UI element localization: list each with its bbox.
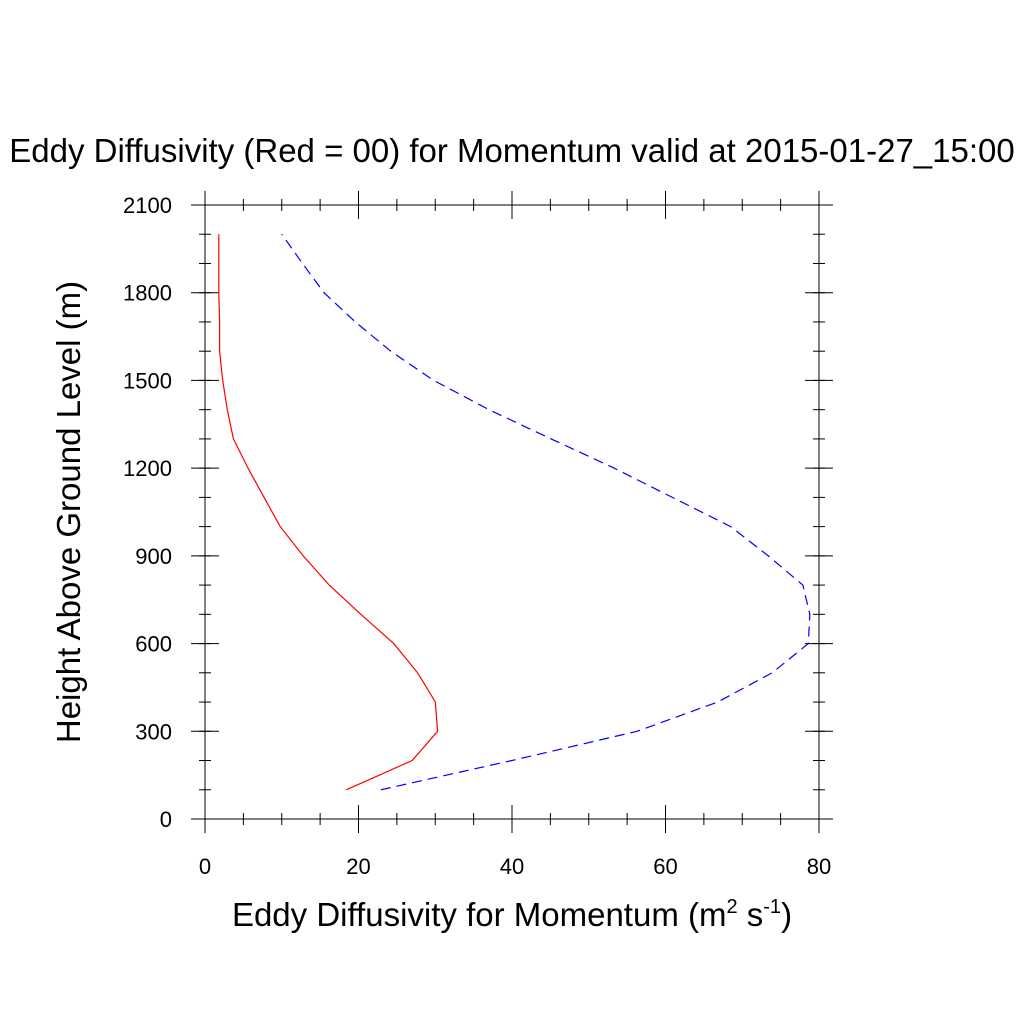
y-tick-label: 1200 [123, 456, 172, 481]
x-tick-label: 20 [346, 854, 370, 879]
x-axis-label-end: ) [781, 896, 792, 933]
x-tick-label: 0 [199, 854, 211, 879]
y-tick-label: 600 [135, 632, 172, 657]
x-tick-label: 60 [653, 854, 677, 879]
y-tick-labels: 0 300 600 900 1200 1500 1800 2100 [123, 193, 172, 832]
x-axis-label-mid: s [738, 896, 764, 933]
series-line-2 [281, 233, 811, 791]
x-axis-label-sup2: -1 [763, 896, 781, 918]
y-tick-label: 2100 [123, 193, 172, 218]
x-tick-label: 40 [500, 854, 524, 879]
plot-frame [204, 204, 820, 820]
x-tick-label: 80 [807, 854, 831, 879]
y-tick-label: 1500 [123, 368, 172, 393]
y-tick-label: 0 [160, 807, 172, 832]
series-line-1 [218, 234, 439, 791]
x-axis-label-main: Eddy Diffusivity for Momentum (m [232, 896, 727, 933]
x-axis-label-sup1: 2 [726, 896, 737, 918]
x-axis-label: Eddy Diffusivity for Momentum (m2 s-1) [232, 896, 792, 933]
y-tick-label: 1800 [123, 281, 172, 306]
y-tick-label: 900 [135, 544, 172, 569]
axis-ticks [191, 191, 833, 833]
chart-title: Eddy Diffusivity (Red = 00) for Momentum… [9, 132, 1015, 169]
x-tick-labels: 0 20 40 60 80 [199, 854, 831, 879]
y-axis-label: Height Above Ground Level (m) [50, 281, 87, 743]
series-layer [218, 233, 811, 791]
y-tick-label: 300 [135, 719, 172, 744]
